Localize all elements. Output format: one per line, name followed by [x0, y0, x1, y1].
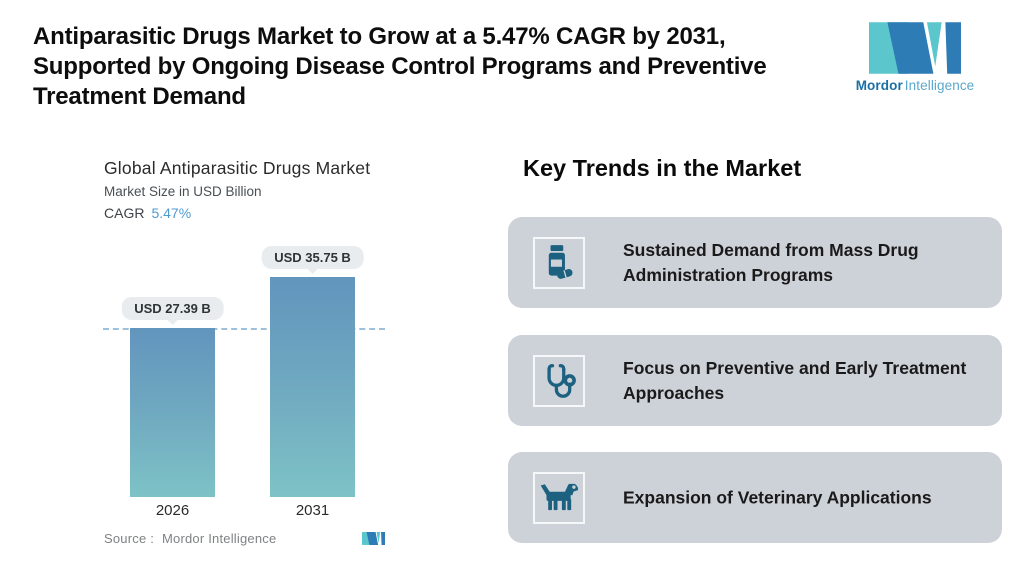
pill-bottle-icon — [548, 245, 573, 279]
cagr-value: 5.47% — [151, 205, 192, 221]
source-value: Mordor Intelligence — [162, 531, 277, 546]
chart-plot: USD 27.39 B 2026 USD 35.75 B 2031 — [103, 240, 385, 519]
chart-cagr: CAGR 5.47% — [104, 205, 191, 221]
source-label: Source : — [104, 531, 155, 546]
page-title-line-2: Supported by Ongoing Disease Control Pro… — [33, 53, 767, 80]
mordor-logo-mark-icon — [869, 22, 961, 74]
chart-title: Global Antiparasitic Drugs Market — [104, 158, 371, 178]
page-title: Antiparasitic Drugs Market to Grow at a … — [33, 22, 833, 112]
trend-text: Sustained Demand from Mass Drug Administ… — [623, 239, 919, 285]
trend-icon-box — [533, 354, 585, 407]
trend-card-veterinary-applications: Expansion of Veterinary Applications — [508, 452, 1002, 543]
chart-source: Source : Mordor Intelligence — [104, 531, 276, 546]
chart-source-row: Source : Mordor Intelligence — [104, 531, 385, 546]
bar-value-pill: USD 35.75 B — [261, 246, 364, 269]
trend-icon-box — [533, 471, 585, 524]
trends-heading: Key Trends in the Market — [523, 155, 802, 181]
x-tick-label: 2031 — [295, 502, 330, 519]
cagr-label: CAGR — [104, 205, 145, 221]
mordor-logo-text: Mordor Intelligence — [856, 78, 975, 93]
bar-value-pill: USD 27.39 B — [121, 297, 224, 320]
mini-mordor-logo-mark-icon — [362, 532, 385, 545]
chart-subtitle: Market Size in USD Billion — [104, 184, 262, 199]
trend-card-mass-drug-administration: Sustained Demand from Mass Drug Administ… — [508, 217, 1002, 308]
x-tick-label: 2026 — [155, 502, 190, 519]
trend-card-preventive-treatment: Focus on Preventive and Early Treatment … — [508, 335, 1002, 426]
mordor-intelligence-logo: Mordor Intelligence — [845, 22, 985, 93]
bar-2031 — [270, 277, 355, 497]
logo-brand-bold: Mordor — [855, 78, 903, 93]
trend-icon-box — [533, 236, 585, 289]
trend-text: Focus on Preventive and Early Treatment … — [623, 357, 967, 403]
page-title-line-3: Treatment Demand — [33, 83, 246, 110]
stethoscope-icon — [547, 363, 576, 398]
trend-text: Expansion of Veterinary Applications — [623, 487, 932, 507]
page-title-line-1: Antiparasitic Drugs Market to Grow at a … — [33, 23, 726, 50]
logo-brand-light: Intelligence — [904, 78, 975, 93]
dog-icon — [540, 483, 578, 510]
reference-dashed-line — [103, 328, 385, 330]
bar-2026 — [130, 328, 215, 497]
